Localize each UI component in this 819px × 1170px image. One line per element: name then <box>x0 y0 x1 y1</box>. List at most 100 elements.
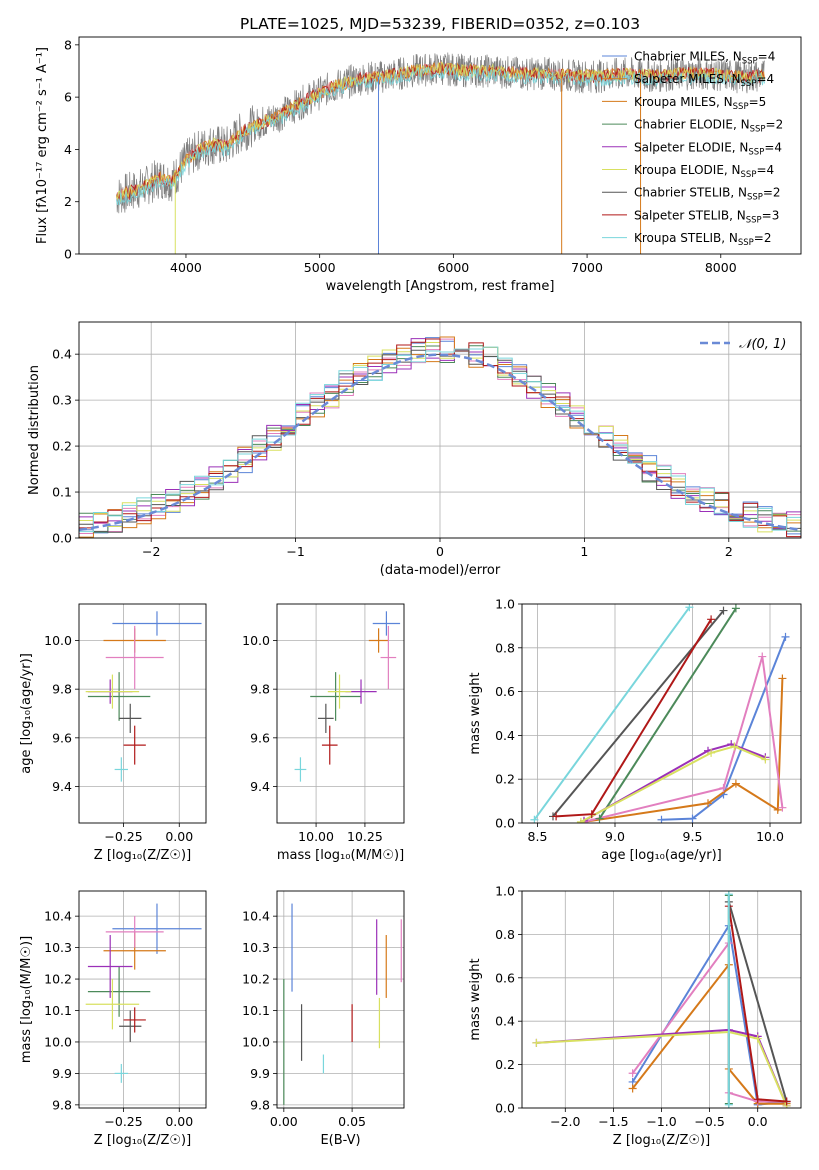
x-tick-label: 5000 <box>304 260 336 275</box>
y-tick-label: 9.8 <box>250 1097 270 1112</box>
x-tick-label: −1.0 <box>646 1114 676 1129</box>
weight-marker <box>753 1034 762 1043</box>
y-tick-label: 10.2 <box>242 972 270 987</box>
weight-line <box>533 606 691 821</box>
legend-entry: 𝒩(0, 1) <box>739 337 786 352</box>
legend-value: =4 <box>756 163 774 177</box>
y-tick-label: 10.0 <box>242 1034 270 1049</box>
plot-area <box>85 611 202 782</box>
x-tick-label: 0.05 <box>338 1114 366 1129</box>
y-tick-label: 0 <box>64 247 72 262</box>
x-tick-label: 0 <box>436 544 444 559</box>
mass-vs-Z-panel: −0.25 0.00 9.8 9.9 10.0 10.1 10.2 10.3 10.4 Z [lo… <box>19 890 207 1148</box>
age-vs-mass-panel: 10.00 10.25 9.4 9.6 9.8 10.0 mass [log₁₀(M/M☉)… <box>242 603 405 863</box>
x-tick-label: −1 <box>286 544 304 559</box>
weight-marker <box>628 1069 637 1078</box>
legend-subscript: SSP <box>742 57 758 67</box>
x-axis-label: Z [log₁₀(Z/Z☉)] <box>94 1133 191 1148</box>
legend-subscript: SSP <box>733 102 749 112</box>
y-tick-label: 0.2 <box>52 439 72 454</box>
axes-frame <box>78 890 207 1109</box>
y-tick-label: 0.4 <box>495 1014 515 1029</box>
x-tick-label: 2 <box>725 544 733 559</box>
legend-entry: Salpeter ELODIE, NSSP=4 <box>634 140 782 157</box>
x-axis-label: Z [log₁₀(Z/Z☉)] <box>613 1133 710 1148</box>
massweight-vs-Z-panel: −2.0 −1.5 −1.0 −0.5 0.0 0.0 0.2 0.4 0.6 0.8 1.0 Z [… <box>468 884 802 1148</box>
y-tick-label: 0.6 <box>495 970 515 985</box>
y-axis-label: mass [log₁₀(M/M☉)] <box>19 936 34 1063</box>
y-tick-label: 0.4 <box>495 728 515 743</box>
weight-marker <box>587 810 596 819</box>
y-tick-label: 0.1 <box>52 485 72 500</box>
y-tick-label: 10.1 <box>44 1003 72 1018</box>
x-tick-label: −2.0 <box>550 1114 580 1129</box>
weight-marker <box>781 632 790 641</box>
x-tick-label: 9.0 <box>605 829 625 844</box>
plot-area <box>85 903 202 1083</box>
weight-marker <box>628 1084 637 1093</box>
y-tick-label: 2 <box>64 194 72 209</box>
x-tick-label: −0.25 <box>104 829 142 844</box>
legend-subscript: SSP <box>746 215 762 225</box>
y-tick-label: 0.8 <box>495 927 515 942</box>
plot-area <box>532 891 791 1108</box>
y-tick-label: 10.0 <box>242 633 270 648</box>
x-tick-label: −2 <box>142 544 160 559</box>
weight-marker <box>731 604 740 613</box>
y-tick-label: 0.6 <box>495 684 515 699</box>
x-axis-label: mass [log₁₀(M/M☉)] <box>277 848 404 863</box>
residuals-panel: −2 −1 0 1 2 0.0 0.1 0.2 0.3 0.4 (data-model)/error… <box>27 321 802 578</box>
normal-curve <box>79 353 801 532</box>
weight-marker <box>758 652 767 661</box>
x-axis-label: E(B-V) <box>320 1133 360 1148</box>
x-tick-label: 0.0 <box>748 1114 768 1129</box>
mass-vs-EBV-panel: 0.00 0.05 9.8 9.9 10.0 10.1 10.2 10.3 10.4 E(B-V) <box>242 890 405 1148</box>
x-tick-label: 10.00 <box>298 829 334 844</box>
legend-subscript: SSP <box>748 147 764 157</box>
weight-line <box>580 745 766 823</box>
x-tick-label: −1.5 <box>598 1114 628 1129</box>
weight-marker <box>778 674 787 683</box>
y-tick-label: 10.3 <box>44 940 72 955</box>
weight-line <box>583 743 766 822</box>
x-axis-label: (data-model)/error <box>380 563 501 578</box>
weight-marker <box>707 748 716 757</box>
weight-marker <box>657 815 666 823</box>
weight-line <box>536 1030 788 1107</box>
legend-value: =4 <box>764 140 782 154</box>
y-tick-label: 0.4 <box>52 347 72 362</box>
legend-value: =4 <box>758 50 776 64</box>
legend-value: =2 <box>763 186 781 200</box>
spectrum-panel: 4000 5000 6000 7000 8000 0 2 4 6 8 wavelength [Ang… <box>35 36 802 294</box>
legend-entry: Chabrier STELIB, NSSP=2 <box>634 186 781 203</box>
y-tick-label: 0.0 <box>495 816 515 831</box>
legend-value: =4 <box>756 72 774 86</box>
x-tick-label: 6000 <box>437 260 469 275</box>
legend-entry: Kroupa MILES, NSSP=5 <box>634 95 766 112</box>
x-tick-label: 0.00 <box>165 829 193 844</box>
weight-marker <box>724 1100 733 1108</box>
weight-line <box>583 656 784 823</box>
y-tick-label: 10.3 <box>242 940 270 955</box>
plot-area <box>283 903 402 1105</box>
weight-marker <box>730 742 739 751</box>
y-tick-label: 0.0 <box>495 1101 515 1116</box>
legend-value: =2 <box>766 118 784 132</box>
massweight-vs-age-panel: 8.5 9.0 9.5 10.0 0.0 0.2 0.4 0.6 0.8 1.0 age [log₁… <box>468 597 802 863</box>
y-tick-label: 1.0 <box>495 597 515 612</box>
weight-marker <box>532 1038 541 1047</box>
y-tick-label: 9.9 <box>52 1066 72 1081</box>
y-tick-label: 9.8 <box>52 1097 72 1112</box>
weight-line <box>727 901 788 1102</box>
weight-marker <box>719 606 728 615</box>
weight-line <box>583 678 784 823</box>
y-axis-label: age [log₁₀(age/yr)] <box>19 653 34 774</box>
weight-marker <box>719 783 728 792</box>
x-tick-label: 8000 <box>705 260 737 275</box>
plot-area <box>530 604 790 823</box>
weight-marker <box>724 891 733 899</box>
weight-marker <box>778 803 787 812</box>
y-tick-label: 0.0 <box>52 531 72 546</box>
weight-marker <box>782 1097 791 1106</box>
y-tick-label: 10.1 <box>242 1003 270 1018</box>
